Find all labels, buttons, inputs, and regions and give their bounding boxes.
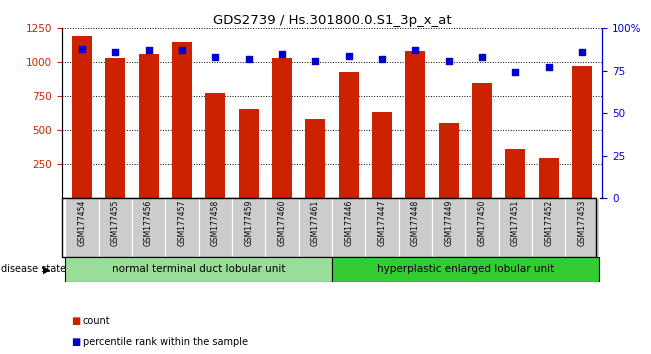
Bar [199,198,232,257]
Text: GSM177455: GSM177455 [111,200,120,246]
Bar [332,198,365,257]
Text: percentile rank within the sample: percentile rank within the sample [83,337,247,347]
Bar [539,158,559,198]
Text: GSM177449: GSM177449 [444,200,453,246]
Text: ■: ■ [72,316,81,326]
Text: normal terminal duct lobular unit: normal terminal duct lobular unit [112,264,285,274]
Bar [332,257,599,282]
Bar [505,149,525,198]
Point [243,56,254,62]
Bar [532,198,566,257]
Point [310,58,320,63]
Point [377,56,387,62]
Text: GSM177451: GSM177451 [511,200,520,246]
Point [143,47,154,53]
Text: count: count [83,316,110,326]
Bar [72,36,92,198]
Bar [499,198,532,257]
Text: GSM177459: GSM177459 [244,200,253,246]
Bar [406,51,425,198]
Point [344,53,354,58]
Text: GSM177453: GSM177453 [577,200,587,246]
Point [510,70,521,75]
Text: hyperplastic enlarged lobular unit: hyperplastic enlarged lobular unit [377,264,554,274]
Text: GSM177457: GSM177457 [178,200,186,246]
Bar [172,42,192,198]
Bar [398,198,432,257]
Point [176,47,187,53]
Bar [205,93,225,198]
Bar [472,83,492,198]
Text: GSM177454: GSM177454 [77,200,87,246]
Bar [132,198,165,257]
Bar [439,124,459,198]
Bar [432,198,465,257]
Bar [465,198,499,257]
Point [443,58,454,63]
Text: GSM177458: GSM177458 [211,200,220,246]
Text: GSM177450: GSM177450 [478,200,486,246]
Bar [98,198,132,257]
Text: GSM177448: GSM177448 [411,200,420,246]
Bar [139,54,159,198]
Point [277,51,287,57]
Bar [372,112,392,198]
Text: GSM177456: GSM177456 [144,200,153,246]
Point [544,64,554,70]
Bar [65,198,98,257]
Point [477,55,488,60]
Text: GSM177460: GSM177460 [277,200,286,246]
Bar [105,58,125,198]
Bar [339,72,359,198]
Point [410,47,421,53]
Text: ■: ■ [72,337,81,347]
Bar [266,198,299,257]
Bar [572,66,592,198]
Bar [65,257,332,282]
Bar [232,198,266,257]
Text: GSM177447: GSM177447 [378,200,387,246]
Bar [239,109,258,198]
Text: GSM177452: GSM177452 [544,200,553,246]
Title: GDS2739 / Hs.301800.0.S1_3p_x_at: GDS2739 / Hs.301800.0.S1_3p_x_at [213,14,451,27]
Point [210,55,221,60]
Bar [165,198,199,257]
Bar [272,58,292,198]
Text: GSM177461: GSM177461 [311,200,320,246]
Bar [365,198,398,257]
Bar [566,198,599,257]
Point [110,49,120,55]
Text: GSM177446: GSM177446 [344,200,353,246]
Text: disease state: disease state [1,264,66,274]
Bar [305,119,326,198]
Bar [299,198,332,257]
Point [77,46,87,52]
Point [577,49,587,55]
Text: ▶: ▶ [43,264,51,274]
